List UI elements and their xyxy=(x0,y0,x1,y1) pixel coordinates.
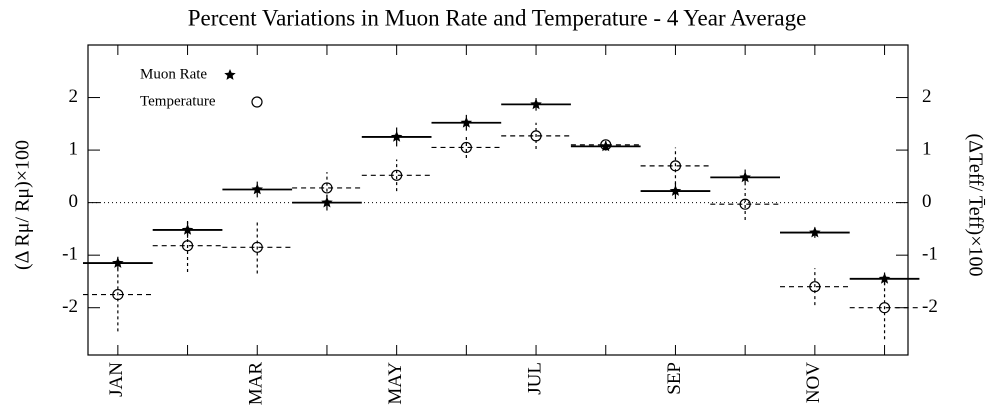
y2-tick-label: -2 xyxy=(922,296,938,317)
x-tick-label: SEP xyxy=(664,362,685,395)
data-point xyxy=(878,302,891,314)
y-axis-label: (Δ Rμ/ Rμ)×100 xyxy=(12,140,34,270)
data-point xyxy=(390,130,403,142)
data-point xyxy=(251,241,263,253)
y-tick-label: 2 xyxy=(69,86,79,107)
data-point xyxy=(251,183,263,195)
y-tick-label: 1 xyxy=(69,138,79,159)
data-point xyxy=(112,288,124,301)
x-tick-label: JAN xyxy=(106,362,127,397)
data-point xyxy=(809,281,821,293)
y-tick-label: -2 xyxy=(62,296,78,317)
data-point xyxy=(669,185,682,196)
x-tick-label: NOV xyxy=(803,362,824,403)
x-tick-label: MAR xyxy=(246,362,267,406)
data-point xyxy=(809,226,821,238)
data-point xyxy=(530,98,542,110)
legend-marker xyxy=(224,69,236,80)
plot-frame xyxy=(87,44,909,356)
data-point xyxy=(460,141,472,154)
legend-label: Temperature xyxy=(140,93,216,109)
data-point xyxy=(739,198,751,210)
chart-title: Percent Variations in Muon Rate and Temp… xyxy=(188,5,807,30)
legend-label: Muon Rate xyxy=(140,66,207,82)
data-point xyxy=(600,139,612,151)
y2-tick-label: 1 xyxy=(922,138,932,159)
y-tick-label: 0 xyxy=(69,191,79,212)
x-tick-label: JUL xyxy=(524,362,545,395)
y2-tick-label: 2 xyxy=(922,86,932,107)
data-point xyxy=(460,116,473,128)
x-tick-label: MAY xyxy=(385,362,406,405)
y-tick-label: -1 xyxy=(62,244,78,265)
data-point xyxy=(181,240,194,252)
data-point xyxy=(669,160,682,172)
legend-marker xyxy=(251,96,263,108)
y2-tick-label: 0 xyxy=(922,191,932,212)
y2-axis-label: (ΔTeff/ T̄eff)×100 xyxy=(964,134,986,277)
data-point xyxy=(739,171,751,183)
y2-tick-label: -1 xyxy=(922,244,938,265)
data-point xyxy=(391,169,403,181)
data-point xyxy=(321,182,333,194)
data-point xyxy=(530,130,542,142)
